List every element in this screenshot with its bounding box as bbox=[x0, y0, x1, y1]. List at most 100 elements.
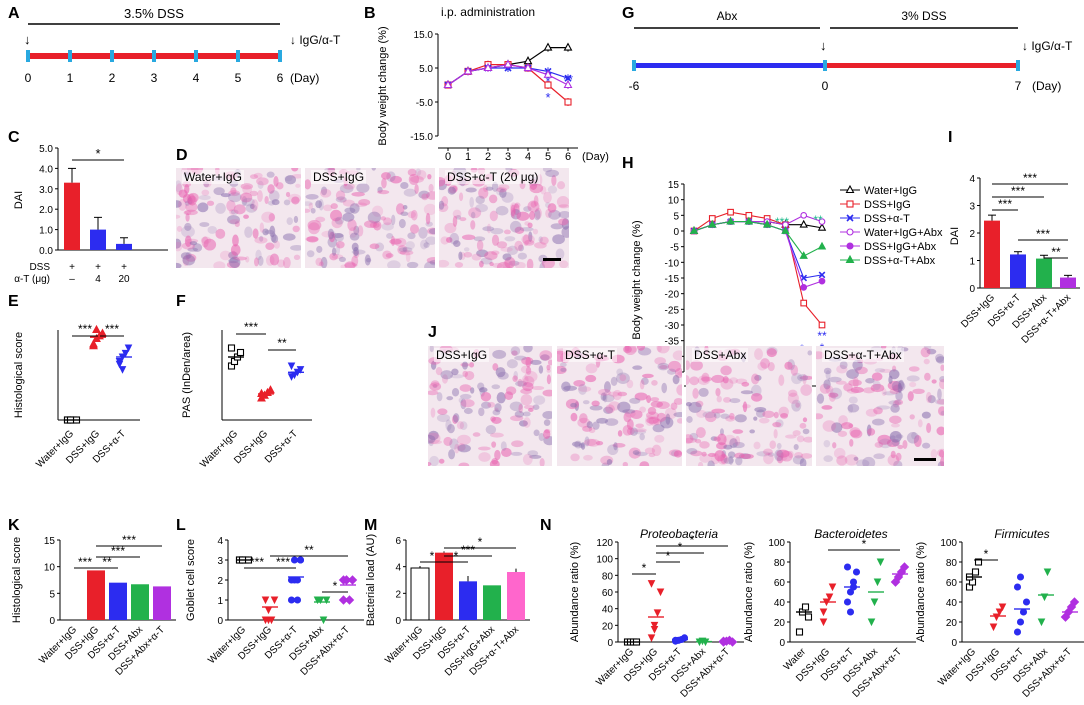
tissue-cell bbox=[870, 383, 885, 393]
tissue-cell bbox=[874, 441, 884, 448]
injection-label: ↓ IgG/α-T bbox=[1022, 39, 1073, 53]
tissue-cell bbox=[882, 391, 897, 396]
tissue-cell bbox=[754, 406, 767, 413]
tissue-cell bbox=[398, 247, 413, 253]
tissue-cell bbox=[503, 229, 511, 235]
histology-j-1: DSS+IgG bbox=[428, 346, 552, 466]
tissue-cell bbox=[923, 358, 930, 365]
tissue-cell bbox=[286, 217, 293, 226]
tissue-cell bbox=[203, 238, 217, 251]
tissue-cell bbox=[399, 250, 414, 256]
sig-star: *** bbox=[276, 555, 290, 569]
sig-star: * bbox=[95, 146, 100, 161]
tissue-cell bbox=[763, 452, 774, 465]
tissue-cell bbox=[753, 416, 758, 421]
tissue-cell bbox=[491, 234, 500, 246]
data-point bbox=[443, 79, 453, 89]
tissue-cell bbox=[891, 438, 901, 447]
tissue-cell bbox=[657, 346, 662, 353]
data-point bbox=[266, 385, 275, 394]
tissue-cell bbox=[176, 200, 182, 208]
panel-letter-e: E bbox=[8, 293, 19, 310]
tissue-cell bbox=[757, 362, 767, 371]
tissue-cell bbox=[184, 222, 192, 231]
tissue-cell bbox=[468, 207, 482, 219]
tissue-cell bbox=[397, 245, 408, 255]
tissue-cell bbox=[563, 385, 578, 391]
tissue-cell bbox=[848, 379, 862, 387]
tissue-cell bbox=[421, 193, 429, 201]
tissue-cell bbox=[525, 366, 532, 375]
tissue-cell bbox=[429, 259, 435, 266]
data-point bbox=[800, 211, 808, 219]
day-label: 0 bbox=[822, 79, 829, 93]
data-point bbox=[89, 341, 98, 350]
data-point bbox=[287, 362, 296, 371]
tissue-cell bbox=[449, 232, 460, 245]
y-tick-label: 2.0 bbox=[39, 205, 53, 216]
tissue-cell bbox=[619, 374, 627, 382]
dss-bar bbox=[825, 63, 1018, 68]
tissue-cell bbox=[500, 441, 507, 451]
tissue-cell bbox=[686, 375, 690, 385]
tissue-cell bbox=[485, 425, 497, 435]
tissue-cell bbox=[187, 247, 199, 252]
tissue-cell bbox=[402, 204, 408, 210]
tissue-cell bbox=[386, 232, 394, 239]
tissue-cell bbox=[189, 241, 198, 246]
tissue-cell bbox=[230, 244, 241, 256]
tissue-cell bbox=[428, 430, 439, 441]
tissue-cell bbox=[844, 454, 859, 466]
tissue-cell bbox=[315, 216, 326, 223]
x-tick-label: 0 bbox=[445, 151, 451, 163]
panel-letter-h: H bbox=[622, 155, 634, 172]
histology-label: DSS+α-T+Abx bbox=[822, 348, 904, 362]
tissue-cell bbox=[689, 376, 700, 386]
abx-label: Abx bbox=[717, 9, 738, 23]
tissue-cell bbox=[532, 404, 540, 410]
tissue-cell bbox=[797, 374, 809, 382]
tissue-cell bbox=[714, 450, 726, 462]
y-axis-label: Body weight change (%) bbox=[377, 26, 389, 145]
tissue-cell bbox=[414, 184, 419, 195]
tissue-cell bbox=[626, 346, 638, 353]
bar bbox=[435, 552, 453, 620]
tissue-cell bbox=[259, 235, 264, 242]
data-point bbox=[1069, 597, 1080, 607]
tissue-cell bbox=[458, 192, 464, 202]
data-point bbox=[870, 598, 879, 607]
tissue-cell bbox=[500, 246, 513, 252]
tissue-cell bbox=[357, 225, 364, 237]
tissue-cell bbox=[187, 195, 197, 206]
tissue-cell bbox=[893, 460, 903, 466]
tissue-cell bbox=[334, 216, 345, 225]
tissue-cell bbox=[751, 373, 760, 385]
tissue-cell bbox=[616, 368, 624, 376]
tissue-cell bbox=[697, 375, 711, 386]
tissue-texture bbox=[428, 346, 552, 466]
y-tick-label: 3 bbox=[217, 556, 223, 567]
tissue-cell bbox=[199, 222, 210, 228]
tissue-cell bbox=[606, 458, 613, 465]
tissue-cell bbox=[913, 435, 922, 447]
tissue-cell bbox=[699, 441, 710, 449]
tissue-cell bbox=[517, 378, 523, 387]
data-point bbox=[341, 575, 352, 585]
tissue-cell bbox=[344, 207, 356, 214]
tissue-cell bbox=[829, 387, 843, 400]
tissue-cell bbox=[446, 396, 454, 401]
tissue-cell bbox=[874, 368, 886, 373]
y-axis-label: Goblet cell score bbox=[185, 539, 197, 621]
tissue-cell bbox=[339, 197, 347, 203]
tissue-cell bbox=[201, 236, 209, 248]
tissue-cell bbox=[773, 428, 778, 439]
tissue-cell bbox=[349, 232, 360, 241]
tissue-cell bbox=[527, 200, 540, 213]
sig-star: * bbox=[333, 579, 338, 593]
tissue-cell bbox=[234, 221, 240, 228]
tissue-cell bbox=[450, 374, 464, 379]
y-tick-label: 0 bbox=[969, 284, 975, 295]
data-point bbox=[974, 558, 983, 566]
tissue-cell bbox=[766, 348, 777, 358]
tissue-cell bbox=[391, 214, 396, 226]
